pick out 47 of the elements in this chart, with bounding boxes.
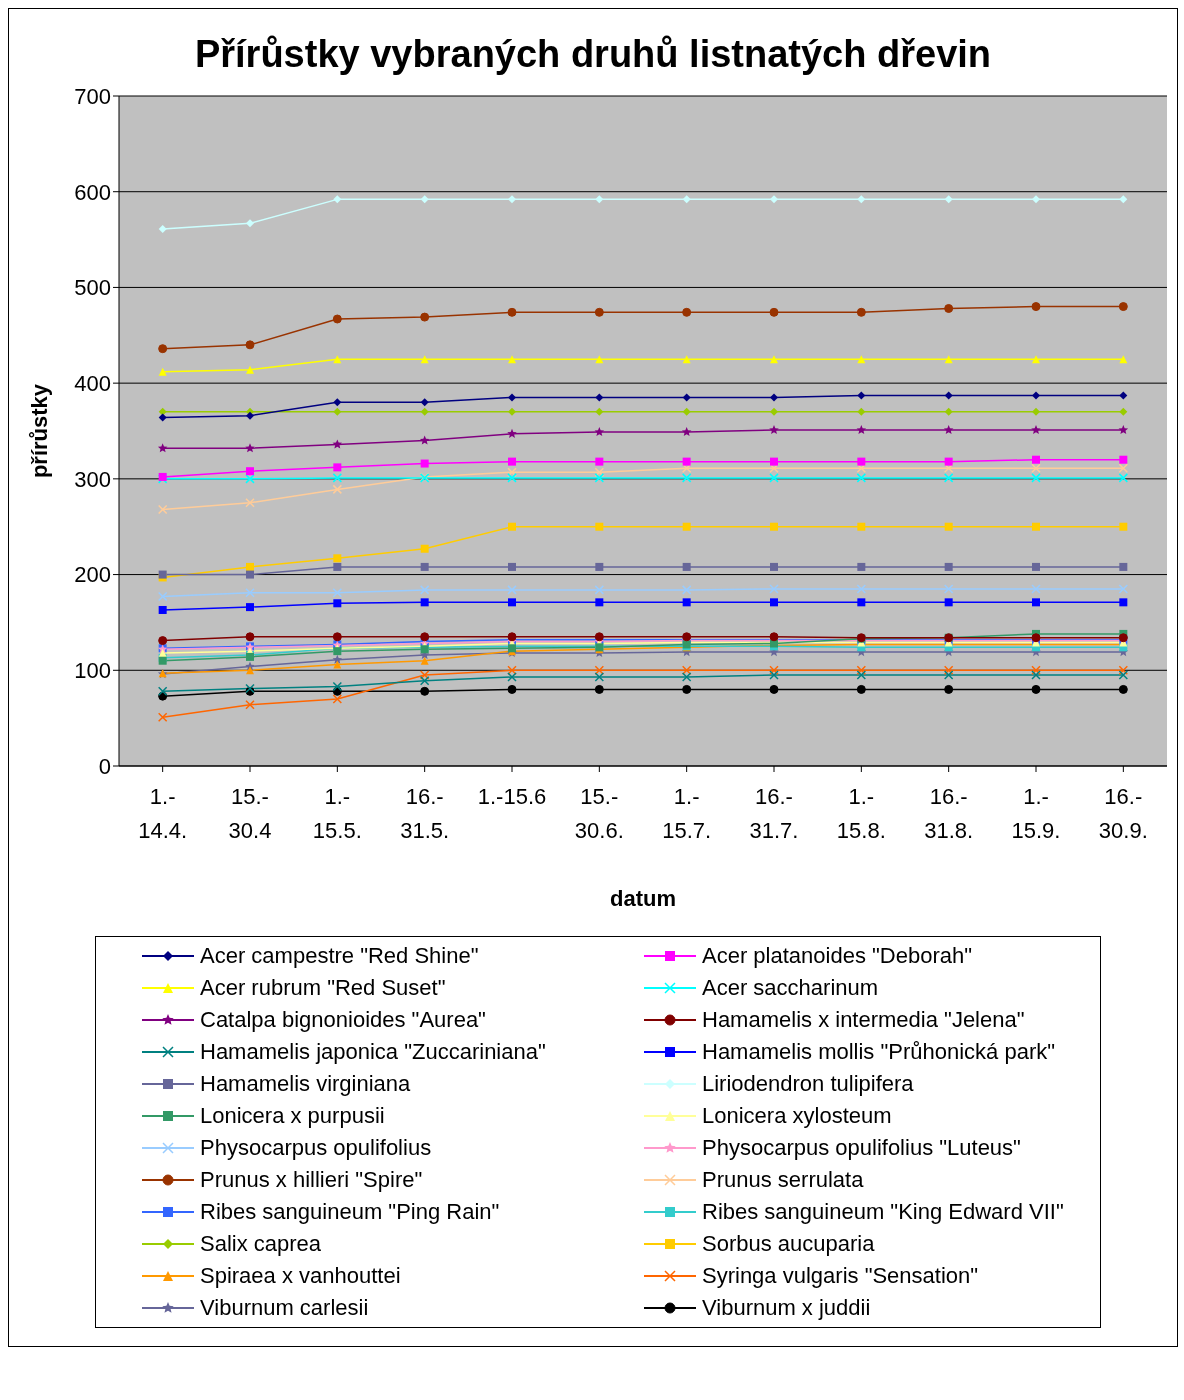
legend-label: Syringa vulgaris "Sensation" (702, 1263, 979, 1289)
legend-label: Liriodendron tulipifera (702, 1071, 914, 1097)
x-tick-label: 1.- 14.4. (138, 784, 188, 843)
legend-label: Viburnum carlesii (200, 1295, 369, 1321)
y-tick-label: 0 (98, 753, 111, 779)
y-tick-label: 300 (74, 466, 111, 492)
legend-label: Physocarpus opulifolius "Luteus" (702, 1135, 1021, 1161)
legend-label: Lonicera x purpusii (200, 1103, 385, 1129)
legend-label: Viburnum x juddii (702, 1295, 871, 1321)
y-tick-label: 700 (74, 83, 111, 109)
x-tick-label: 1.- 15.8. (836, 784, 886, 843)
x-tick-label: 16.- 31.5. (400, 784, 450, 843)
legend-label: Hamamelis mollis "Průhonická park" (702, 1039, 1056, 1065)
x-tick-label: 16.- 31.8. (924, 784, 974, 843)
y-tick-label: 400 (74, 370, 111, 396)
legend-label: Sorbus aucuparia (702, 1231, 875, 1257)
legend-label: Hamamelis japonica "Zuccariniana" (200, 1039, 546, 1065)
legend-label: Acer saccharinum (702, 975, 879, 1001)
legend-label: Ribes sanguineum "King Edward VII" (702, 1199, 1064, 1225)
legend-label: Hamamelis x intermedia "Jelena" (702, 1007, 1025, 1033)
legend-label: Prunus serrulata (702, 1167, 864, 1193)
y-tick-label: 600 (74, 179, 111, 205)
x-tick-label: 1.- 15.7. (662, 784, 712, 843)
x-tick-label: 15.- 30.4 (228, 784, 272, 843)
x-tick-label: 1.-15.6 (477, 784, 547, 809)
legend-label: Prunus x hillieri "Spire" (200, 1167, 423, 1193)
x-axis-title: datum (610, 886, 676, 911)
chart-title: Přírůstky vybraných druhů listnatých dřevin (193, 33, 993, 76)
y-tick-label: 200 (74, 562, 111, 588)
legend-label: Physocarpus opulifolius (200, 1135, 432, 1161)
legend-label: Acer campestre "Red Shine" (200, 943, 479, 969)
x-tick-label: 1.- 15.5. (312, 784, 362, 843)
legend-label: Catalpa bignonioides "Aurea" (200, 1007, 486, 1033)
legend-label: Acer rubrum "Red Suset" (200, 975, 446, 1001)
x-tick-label: 16.- 31.7. (749, 784, 799, 843)
x-tick-label: 15.- 30.6. (574, 784, 624, 843)
y-axis-title: přírůstky (26, 383, 52, 479)
legend-label: Spiraea x vanhouttei (200, 1263, 401, 1289)
legend-label: Lonicera xylosteum (702, 1103, 892, 1129)
y-tick-label: 500 (74, 275, 111, 301)
legend-label: Ribes sanguineum "Ping Rain" (200, 1199, 500, 1225)
y-tick-label: 100 (74, 658, 111, 684)
legend-label: Hamamelis virginiana (200, 1071, 411, 1097)
legend-label: Salix caprea (200, 1231, 322, 1257)
x-tick-label: 1.- 15.9. (1011, 784, 1061, 843)
legend-label: Acer platanoides "Deborah" (702, 943, 973, 969)
x-tick-label: 16.- 30.9. (1098, 784, 1148, 843)
